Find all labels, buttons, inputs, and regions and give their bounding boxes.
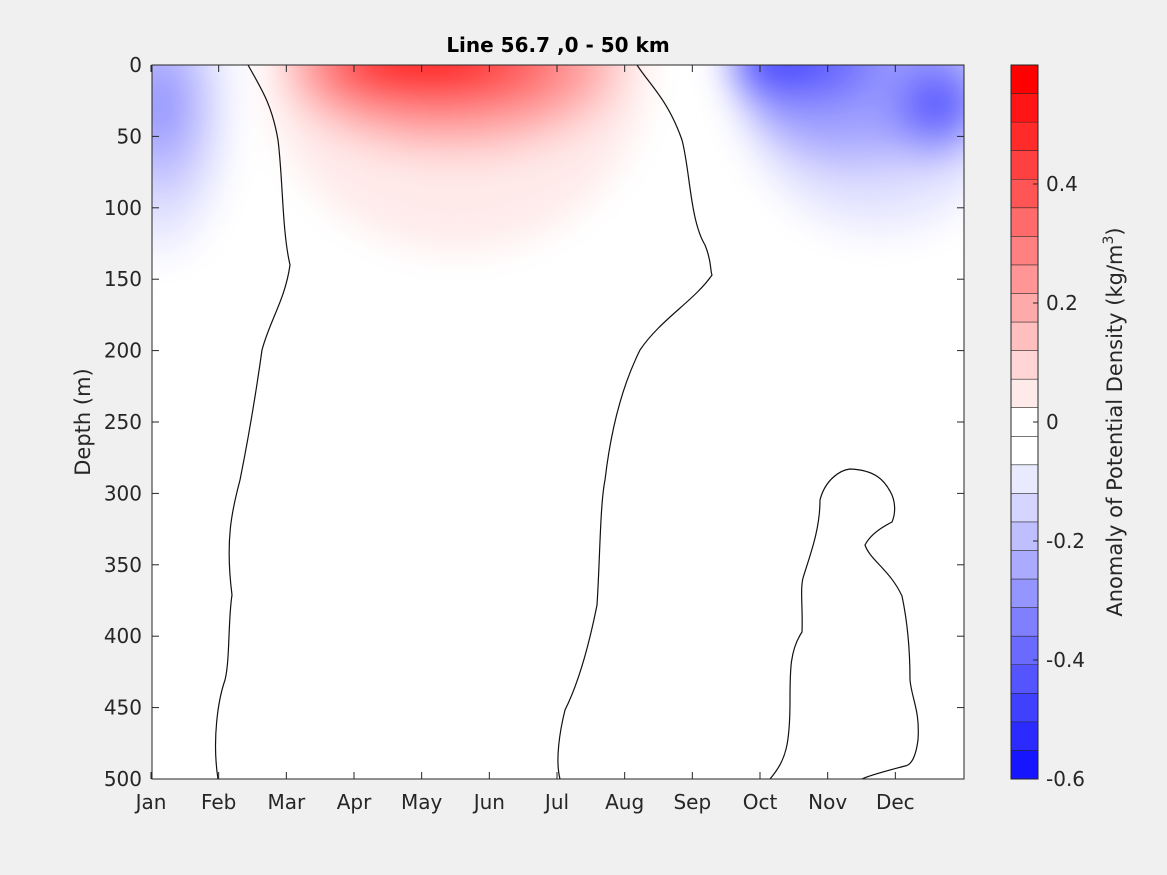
colorbar-band xyxy=(1011,122,1038,152)
colorbar-tick-label: -0.4 xyxy=(1046,648,1085,672)
colorbar-band xyxy=(1011,93,1038,123)
colorbar-tick-label: -0.2 xyxy=(1046,529,1085,553)
x-tick-label: Jan xyxy=(134,790,167,814)
x-tick-label: Mar xyxy=(267,790,306,814)
y-tick-label: 0 xyxy=(129,53,142,77)
chart-title: Line 56.7 ,0 - 50 km xyxy=(446,33,669,57)
colorbar-band xyxy=(1011,550,1038,580)
plot-area: Jan Feb Mar Apr May Jun Jul Aug Sep Oct Nov Dec 0 50… xyxy=(104,53,965,814)
positive-contour-band xyxy=(368,65,472,75)
colorbar-band xyxy=(1011,150,1038,180)
colorbar-band xyxy=(1011,293,1038,323)
colorbar-band xyxy=(1011,521,1038,552)
colorbar-band xyxy=(1011,207,1038,237)
colorbar-tick-label: -0.6 xyxy=(1046,767,1085,791)
y-tick-label: 50 xyxy=(117,124,142,148)
colorbar-label-close: ) xyxy=(1103,227,1127,235)
colorbar-band xyxy=(1011,664,1038,694)
y-tick-label: 350 xyxy=(104,553,142,577)
negative-contour-band-december xyxy=(915,85,955,121)
colorbar: 0.4 0.2 0 -0.2 -0.4 -0.6 xyxy=(1010,64,1085,791)
y-axis: 0 50 100 150 200 250 300 350 400 450 500 xyxy=(104,53,964,791)
colorbar-band xyxy=(1011,579,1038,609)
x-axis: Jan Feb Mar Apr May Jun Jul Aug Sep Oct Nov Dec xyxy=(134,65,915,814)
zero-contour-line-2 xyxy=(557,65,713,779)
y-tick-label: 500 xyxy=(104,767,142,791)
y-tick-label: 200 xyxy=(104,339,142,363)
zero-contour-line-1 xyxy=(214,65,291,779)
y-axis-label: Depth (m) xyxy=(71,368,95,475)
y-tick-label: 400 xyxy=(104,624,142,648)
x-tick-label: Oct xyxy=(743,790,778,814)
y-tick-label: 450 xyxy=(104,696,142,720)
colorbar-tick-label: 0.4 xyxy=(1046,172,1078,196)
x-tick-label: Apr xyxy=(337,790,372,814)
x-tick-label: Feb xyxy=(201,790,236,814)
contour-bands xyxy=(152,65,964,255)
y-tick-label: 300 xyxy=(104,481,142,505)
colorbar-band xyxy=(1011,236,1038,266)
colorbar-tick-label: 0.2 xyxy=(1046,291,1078,315)
x-tick-label: Jun xyxy=(472,790,505,814)
colorbar-tick-label: 0 xyxy=(1046,410,1059,434)
y-tick-label: 150 xyxy=(104,267,142,291)
zero-contour-lines xyxy=(214,65,919,779)
colorbar-band xyxy=(1011,65,1038,95)
colorbar-band xyxy=(1011,693,1038,723)
colorbar-band xyxy=(1011,636,1038,666)
colorbar-band xyxy=(1011,464,1038,494)
x-tick-label: Aug xyxy=(605,790,644,814)
contour-field xyxy=(152,65,964,255)
zero-contour-line-3 xyxy=(769,468,919,779)
colorbar-label-main: Anomaly of Potential Density (kg/m xyxy=(1103,245,1127,617)
x-tick-label: Sep xyxy=(673,790,711,814)
colorbar-label: Anomaly of Potential Density (kg/m3) xyxy=(1101,227,1127,616)
x-tick-label: Jul xyxy=(543,790,569,814)
colorbar-label-superscript: 3 xyxy=(1101,236,1117,245)
x-tick-label: Nov xyxy=(808,790,847,814)
colorbar-band xyxy=(1011,264,1038,294)
y-tick-label: 100 xyxy=(104,196,142,220)
colorbar-band xyxy=(1011,493,1038,523)
negative-contour-band-autumn xyxy=(745,65,825,80)
negative-contour-band-winter xyxy=(152,75,180,135)
x-tick-label: Dec xyxy=(876,790,915,814)
x-tick-label: May xyxy=(401,790,443,814)
colorbar-band xyxy=(1011,322,1038,352)
y-tick-label: 250 xyxy=(104,410,142,434)
colorbar-band xyxy=(1011,607,1038,637)
colorbar-band xyxy=(1011,721,1038,751)
colorbar-band xyxy=(1011,350,1038,380)
colorbar-band xyxy=(1011,379,1038,409)
colorbar-band xyxy=(1011,436,1038,466)
colorbar-band xyxy=(1011,750,1038,780)
